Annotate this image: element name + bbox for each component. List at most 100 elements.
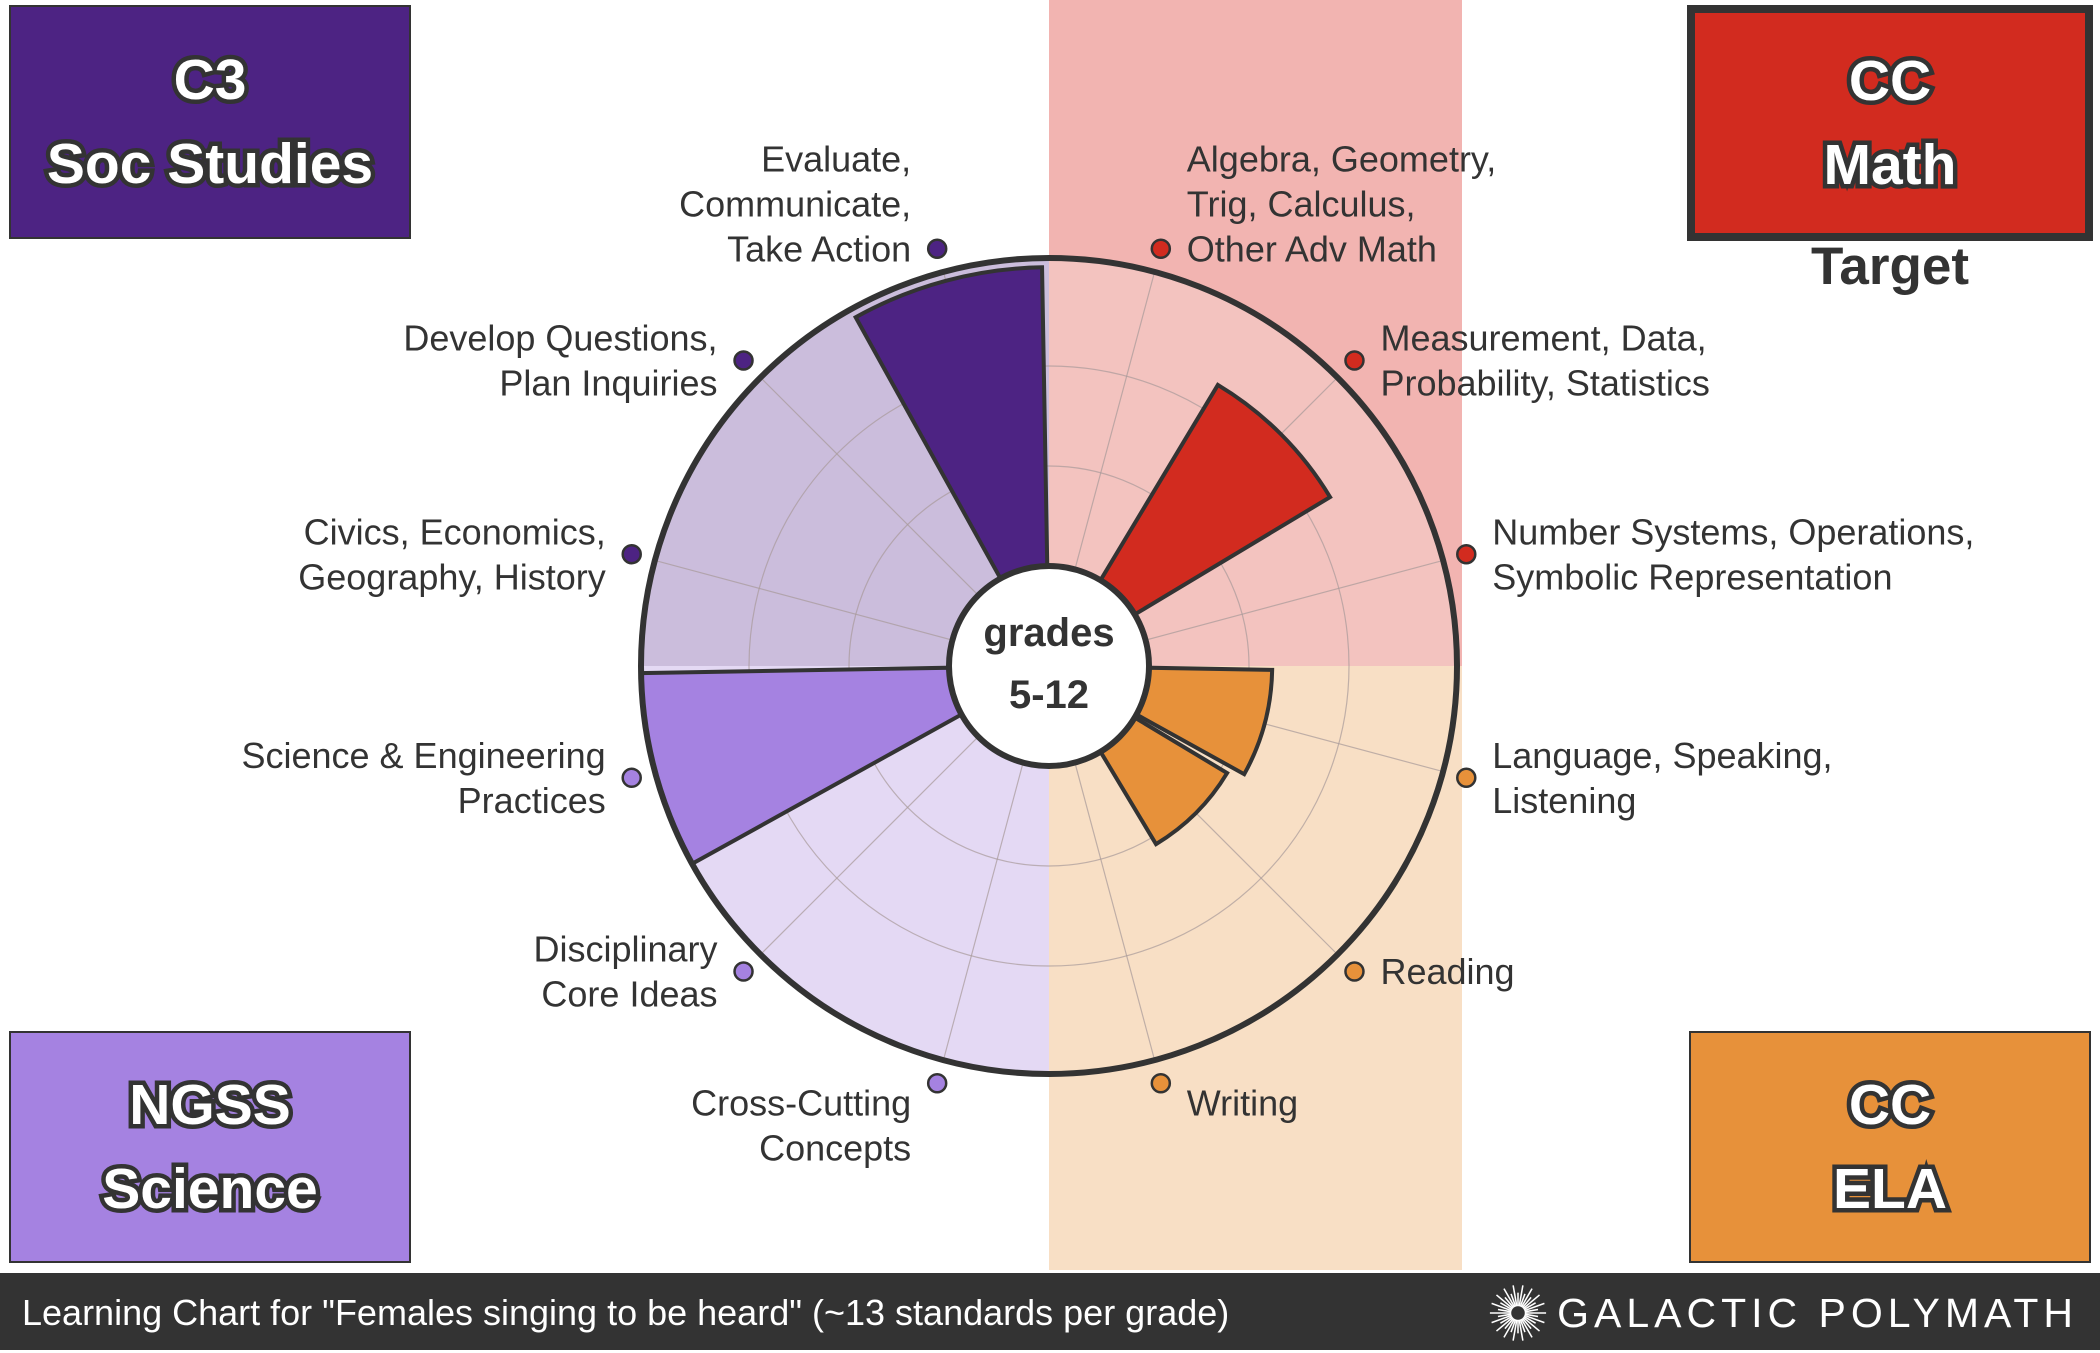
label-dot-6 (926, 1073, 948, 1094)
segment-label-11: Evaluate, Communicate, Take Action (679, 138, 911, 269)
logo-ray (1497, 1313, 1512, 1318)
segment-label-line: Core Ideas (541, 974, 717, 1015)
logo-ray (1500, 1302, 1513, 1311)
grid-spoke (1074, 762, 1156, 1061)
ela-quadrant-box: CC ELA (1689, 1031, 2091, 1263)
segment-label-6: Cross-Cutting Concepts (691, 1083, 911, 1169)
logo-ray (1503, 1288, 1516, 1308)
brand: GALACTIC POLYMATH (1487, 1273, 2078, 1353)
soc-studies-quadrant-box: C3 Soc Studies (9, 5, 411, 239)
science-title-line2: Science (98, 1153, 323, 1226)
segment-label-line: Trig, Calculus, (1187, 183, 1416, 224)
label-dot-10 (733, 350, 754, 371)
segment-label-1: Measurement, Data, Probability, Statistic… (1380, 318, 1709, 404)
grid-spoke (760, 736, 979, 955)
grid-spoke (1145, 559, 1444, 641)
segment-label-line: Writing (1187, 1083, 1298, 1124)
segment-label-line: Listening (1492, 780, 1636, 821)
grid-ring (848, 465, 1250, 867)
segment-label-8: Science & Engineering Practices (241, 735, 605, 821)
grid-spoke (760, 377, 979, 596)
logo-ray (1496, 1294, 1514, 1310)
logo-ray (1491, 1302, 1513, 1312)
math-title-line2: Math (1819, 129, 1961, 202)
logo-ray (1497, 1308, 1512, 1313)
label-dot-8 (621, 767, 642, 789)
segment-label-line: Language, Speaking, (1492, 735, 1832, 776)
logo-ray (1524, 1308, 1539, 1313)
segment-label-line: Concepts (759, 1128, 911, 1169)
logo-ray (1524, 1313, 1539, 1318)
logo-ray (1521, 1317, 1532, 1330)
segment-label-2: Number Systems, Operations, Symbolic Repr… (1492, 511, 1974, 597)
soc-studies-title-line2: Soc Studies (42, 128, 377, 201)
logo-ray (1519, 1293, 1526, 1307)
logo-ray (1510, 1293, 1517, 1307)
segment-label-0: Algebra, Geometry, Trig, Calculus, Other A… (1187, 138, 1496, 269)
footer-bar: Learning Chart for "Females singing to b… (0, 1270, 2100, 1350)
segment-label-line: Cross-Cutting (691, 1083, 911, 1124)
grid-spoke (1074, 271, 1156, 570)
segment-label-line: Probability, Statistics (1380, 363, 1709, 404)
logo-ray (1523, 1302, 1537, 1311)
segment-label-line: Algebra, Geometry, (1187, 138, 1496, 179)
segment-label-line: Communicate, (679, 183, 911, 224)
logo-ray (1496, 1316, 1514, 1332)
outer-ring (638, 255, 1460, 1077)
logo-ray (1512, 1285, 1518, 1307)
logo-ray (1520, 1288, 1533, 1308)
logo-ray (1523, 1315, 1537, 1324)
ela-title-line2: ELA (1829, 1153, 1952, 1226)
segment-label-line: Other Adv Math (1187, 228, 1437, 269)
logo-ray (1518, 1285, 1524, 1307)
segment-label-line: Geography, History (298, 556, 605, 597)
starburst-logo-icon (1490, 1285, 1547, 1341)
center-label-line1: grades (983, 611, 1114, 655)
logo-ray (1504, 1296, 1515, 1309)
segment-label-5: Writing (1187, 1083, 1298, 1124)
label-dot-11 (926, 238, 948, 259)
logo-ray (1520, 1318, 1533, 1338)
soc-studies-title-line1: C3 (169, 44, 251, 117)
label-dot-0 (1150, 238, 1172, 259)
grid-spoke (942, 762, 1024, 1061)
center-label-line2: 5-12 (1009, 673, 1089, 717)
logo-ray (1518, 1319, 1524, 1341)
math-title-line1: CC (1844, 45, 1935, 118)
segment-label-line: Develop Questions, (403, 318, 717, 359)
logo-ray (1524, 1314, 1545, 1324)
label-dot-2 (1456, 543, 1477, 565)
grid-ring (748, 365, 1350, 967)
logo-ray (1504, 1317, 1515, 1330)
label-dot-7 (733, 961, 754, 982)
segment-label-line: Symbolic Representation (1492, 556, 1892, 597)
segment-label-line: Number Systems, Operations, (1492, 511, 1974, 552)
label-dot-5 (1150, 1073, 1172, 1094)
logo-ray (1521, 1296, 1532, 1309)
segment-label-line: Evaluate, (761, 138, 911, 179)
segment-label-line: Practices (458, 780, 606, 821)
segment-label-9: Civics, Economics, Geography, History (298, 511, 605, 597)
segment-label-7: Disciplinary Core Ideas (533, 929, 717, 1015)
segment-label-3: Language, Speaking, Listening (1492, 735, 1832, 821)
segment-label-line: Measurement, Data, (1380, 318, 1706, 359)
label-dot-1 (1344, 350, 1365, 371)
logo-ray (1522, 1294, 1541, 1310)
target-annotation: Target (1810, 237, 1970, 296)
logo-ray (1522, 1316, 1541, 1332)
logo-ray (1519, 1319, 1526, 1333)
logo-ray (1512, 1319, 1518, 1341)
segment-label-line: Plan Inquiries (499, 363, 717, 404)
logo-ray (1524, 1302, 1545, 1312)
footer-caption: Learning Chart for "Females singing to b… (22, 1292, 1230, 1333)
science-title-line1: NGSS (125, 1069, 296, 1142)
ela-title-line1: CC (1844, 1069, 1935, 1142)
segment-label-line: Civics, Economics, (304, 511, 606, 552)
grid-spoke (654, 559, 953, 641)
segment-label-4: Reading (1380, 951, 1514, 992)
label-dot-9 (621, 543, 642, 565)
logo-ray (1503, 1318, 1516, 1338)
logo-ray (1491, 1314, 1513, 1324)
